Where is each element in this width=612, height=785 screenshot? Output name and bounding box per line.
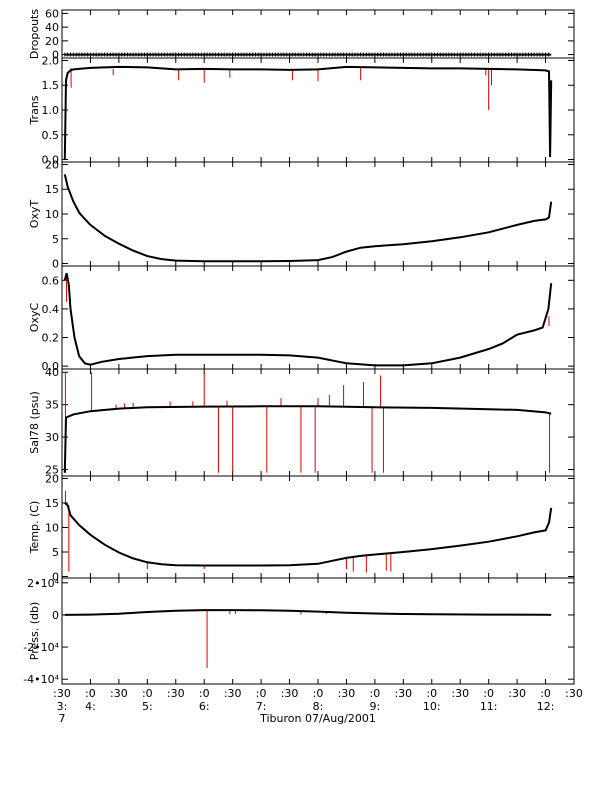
series-line — [64, 502, 553, 567]
x-tick-label-hour: 6: — [199, 700, 210, 713]
y-tick-label: 0 — [52, 609, 59, 622]
y-axis-label: Trans — [28, 95, 41, 125]
x-tick-label: :30 — [565, 687, 583, 700]
x-tick-label-hour: 4: — [85, 700, 96, 713]
y-tick-label: 20 — [45, 158, 59, 171]
x-tick-label: :30 — [338, 687, 356, 700]
y-tick-label: -2•10⁴ — [23, 641, 59, 654]
series-line — [63, 174, 553, 263]
y-tick-label: 0.0 — [42, 154, 60, 167]
panel-frame — [61, 9, 575, 59]
series-line — [64, 609, 552, 616]
series-line — [63, 65, 553, 160]
y-axis-label: Press. (db) — [28, 602, 41, 661]
y-tick-label: 5 — [52, 546, 59, 559]
x-tick-label-hour: 9: — [370, 700, 381, 713]
y-tick-label: 0.6 — [42, 274, 60, 287]
panel-6: -4•10⁴ -2•10⁴ 0 2•10⁴ Press. (db) — [23, 577, 575, 686]
x-tick-label-hour: 11: — [480, 700, 498, 713]
y-axis-label: Dropouts — [28, 9, 41, 59]
x-tick-label: :30 — [281, 687, 299, 700]
y-tick-label: 20 — [45, 35, 59, 48]
y-tick-label: 0 — [52, 49, 59, 62]
chart-caption: Tiburon 07/Aug/2001 — [259, 712, 376, 725]
panel-3: 0.0 0.2 0.4 0.6 OxyC — [28, 265, 575, 373]
panels: 0204060Dropouts0.00.51.01.52.0Trans05101… — [23, 7, 575, 686]
x-tick-label: :0 — [426, 687, 437, 700]
y-tick-label: 0.2 — [42, 332, 60, 345]
y-tick-label: 2.0 — [42, 54, 60, 67]
x-tick-label-hour: 3: — [57, 700, 68, 713]
y-axis-label: OxyC — [28, 303, 41, 333]
x-tick-label: :30 — [451, 687, 469, 700]
panel-frame — [61, 475, 575, 579]
y-tick-label: 5 — [52, 233, 59, 246]
y-tick-label: 35 — [45, 399, 59, 412]
y-tick-label: 0 — [52, 258, 59, 271]
y-axis-label: Sal78 (psu) — [28, 391, 41, 454]
x-tick-label: :0 — [540, 687, 551, 700]
y-tick-label: 40 — [45, 21, 59, 34]
series-line — [63, 405, 552, 473]
y-tick-label: 25 — [45, 464, 59, 477]
y-tick-label: 0.5 — [42, 129, 60, 142]
x-tick-label: :0 — [483, 687, 494, 700]
y-axis-label: Temp. (C) — [28, 501, 41, 555]
x-tick-label-hour: 10: — [423, 700, 441, 713]
y-tick-label: 0.0 — [42, 360, 60, 373]
x-tick-label: :0 — [142, 687, 153, 700]
panel-frame — [61, 161, 575, 267]
x-tick-label: :30 — [508, 687, 526, 700]
panel-4: 25 30 35 40 Sal78 (psu) — [28, 366, 575, 477]
y-tick-label: 0 — [52, 571, 59, 584]
x-tick-label: :30 — [53, 687, 71, 700]
x-tick-label: :30 — [394, 687, 412, 700]
x-tick-label: :30 — [110, 687, 128, 700]
y-tick-label: 15 — [45, 497, 59, 510]
x-axis: :303:7:04::30:05::30:06::30:07::30:08::3… — [53, 687, 583, 725]
y-tick-label: 0.4 — [42, 303, 60, 316]
x-tick-label: :0 — [370, 687, 381, 700]
y-tick-label: 10 — [45, 208, 59, 221]
y-tick-label: 40 — [45, 366, 59, 379]
x-tick-label: :0 — [256, 687, 267, 700]
y-tick-label: 1.5 — [42, 79, 60, 92]
x-tick-label-hour: 7: — [256, 700, 267, 713]
y-tick-label: 10 — [45, 521, 59, 534]
x-tick-label: :30 — [224, 687, 242, 700]
x-tick-label: :30 — [167, 687, 185, 700]
x-tick-label-hour: 5: — [142, 700, 153, 713]
panel-frame — [61, 577, 575, 685]
y-tick-label: 20 — [45, 472, 59, 485]
panel-frame — [61, 265, 575, 370]
x-tick-label-hour: 8: — [313, 700, 324, 713]
x-tick-label: :0 — [199, 687, 210, 700]
y-tick-label: 2•10⁴ — [27, 577, 59, 590]
x-tick-label: :0 — [313, 687, 324, 700]
panel-2: 0 5 10 15 20 OxyT — [28, 158, 575, 271]
panel-5: 0 5 10 15 20 Temp. (C) — [28, 472, 575, 584]
series-line — [63, 272, 553, 367]
y-axis-label: OxyT — [28, 200, 41, 229]
y-tick-label: 60 — [45, 7, 59, 20]
x-tick-label: :0 — [85, 687, 96, 700]
x-tick-label-extra: 7 — [59, 712, 66, 725]
panel-1: 0.0 0.5 1.0 1.5 2.0 Trans — [28, 54, 575, 167]
x-tick-label-hour: 12: — [537, 700, 555, 713]
y-tick-label: 15 — [45, 183, 59, 196]
panel-frame — [61, 368, 575, 477]
y-tick-label: -4•10⁴ — [23, 673, 59, 686]
y-tick-label: 30 — [45, 431, 59, 444]
y-tick-label: 1.0 — [42, 104, 60, 117]
